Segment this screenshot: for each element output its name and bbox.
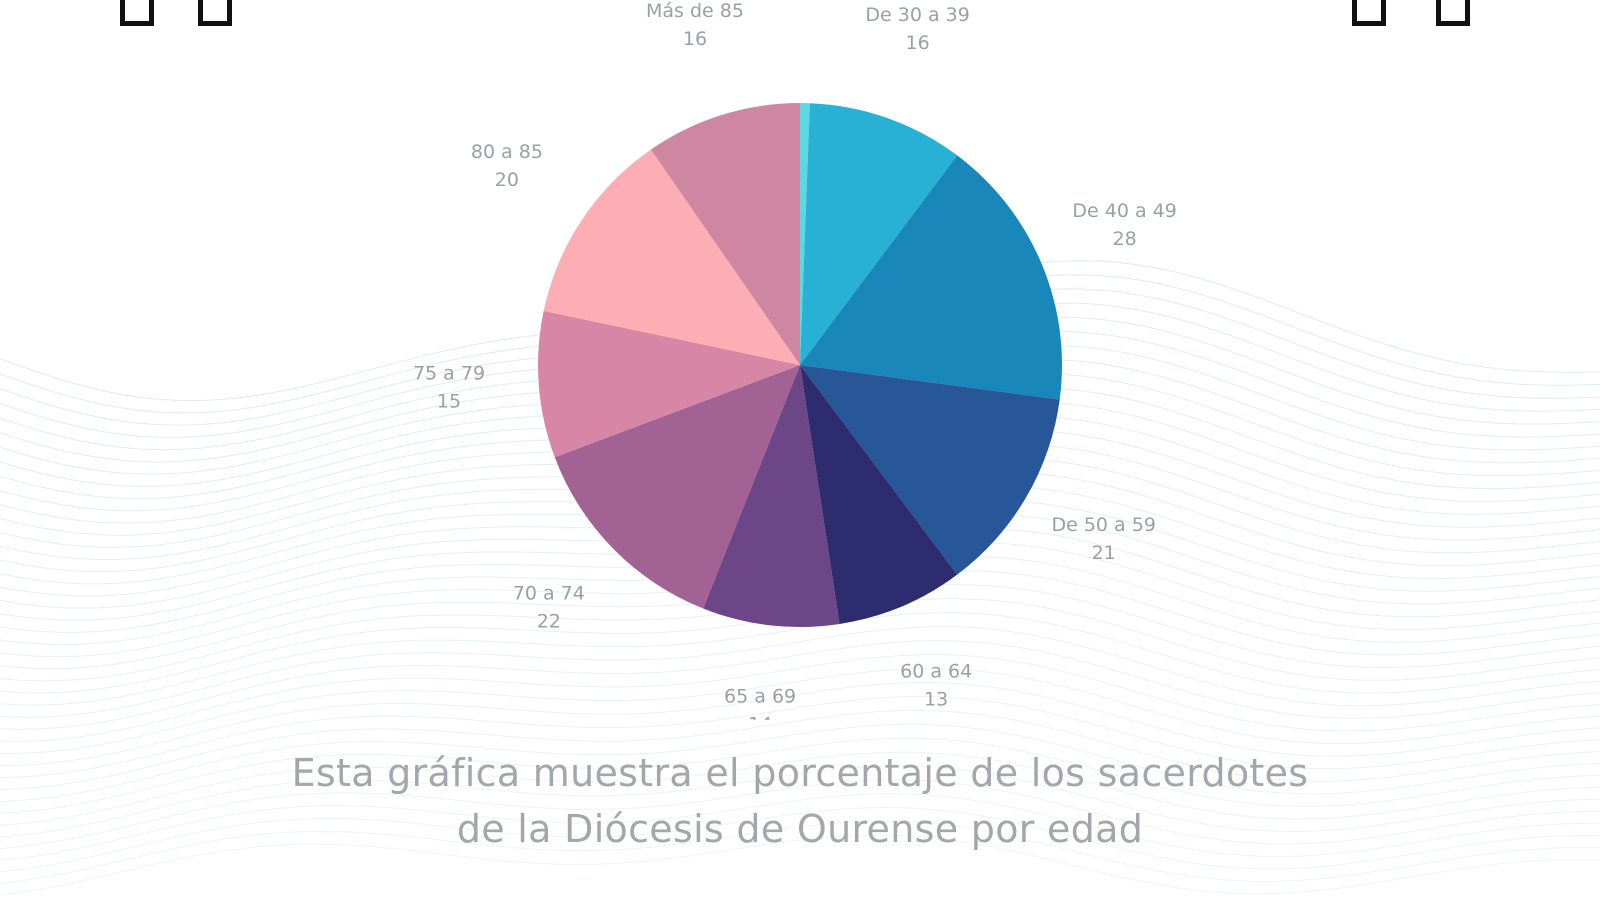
pie-slice [543,149,800,365]
wave-line [0,612,1600,706]
caption-line-1: Esta gráfica muestra el porcentaje de lo… [291,751,1309,795]
pie-slice [650,103,800,365]
corner-square-icon [120,0,154,26]
wave-line [0,834,1600,896]
wave-line [0,654,1600,742]
pie-slice-thin [800,103,810,365]
slice-label: 65 a 6914 [724,686,796,720]
wave-line [0,668,1600,754]
wave-line [0,765,1600,838]
slice-label: 60 a 64 13 [900,661,972,711]
wave-line [0,737,1600,814]
slice-label: Más de 85 16 [646,0,744,50]
pie-slice [538,310,800,458]
chart-caption: Esta gráfica muestra el porcentaje de lo… [0,745,1600,857]
wave-line [0,723,1600,802]
caption-line-2: de la Diócesis de Ourense por edad [456,807,1144,851]
wave-line [0,751,1600,826]
wave-line [0,640,1600,730]
wave-line [0,793,1600,861]
pie-slice [800,155,1062,400]
pie-slice [800,365,958,624]
slice-label: De 30 a 39 16 [865,4,969,54]
slice-label: 80 a 85 20 [471,141,543,191]
wave-line [0,695,1600,778]
pie-slice [703,365,840,628]
wave-line [0,626,1600,718]
corner-square-icon [1352,0,1386,26]
pie-slice [800,103,958,365]
slice-label: De 40 a 49 28 [1072,200,1176,250]
corner-square-icon [198,0,232,26]
wave-line [0,709,1600,790]
wave-line [0,681,1600,766]
pie-slice [554,365,800,609]
wave-line [0,806,1600,873]
slice-label: De 50 a 59 21 [1051,514,1155,564]
wave-line [0,779,1600,850]
pie-slice [800,365,1060,575]
wave-line [0,820,1600,884]
pie-chart: De 30 a 39 16 De 40 a 49 28 De 50 a 59 21 60 a… [413,0,1177,720]
corner-square-icon [1436,0,1470,26]
slice-label: 75 a 79 15 [413,363,485,413]
slice-label: 70 a 74 22 [513,583,585,633]
